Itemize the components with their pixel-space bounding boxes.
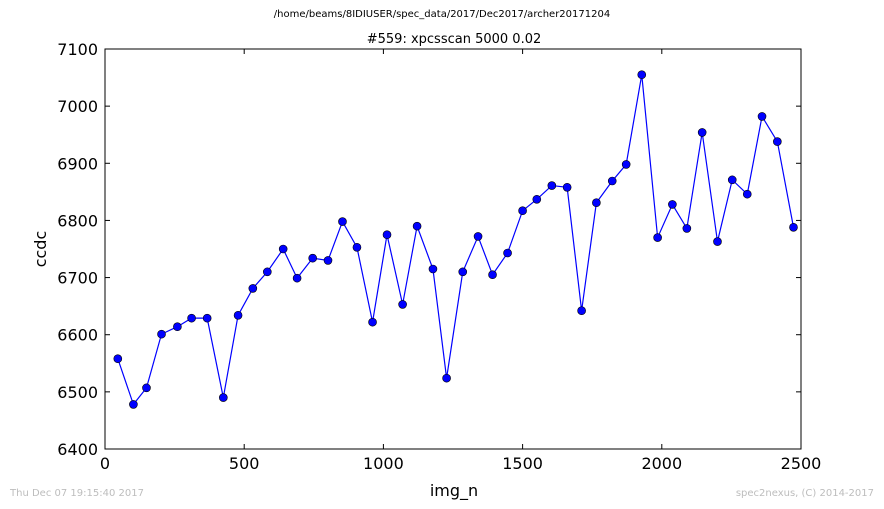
data-point bbox=[398, 300, 407, 309]
data-point bbox=[697, 128, 707, 137]
data-point bbox=[532, 194, 542, 204]
x-tick-label: 2500 bbox=[781, 454, 822, 473]
figure-suptitle: /home/beams/8IDIUSER/spec_data/2017/Dec2… bbox=[273, 9, 611, 20]
data-point bbox=[592, 198, 601, 208]
data-point bbox=[428, 264, 438, 274]
y-tick-label: 6900 bbox=[57, 154, 98, 173]
data-point bbox=[187, 313, 196, 323]
data-point bbox=[621, 160, 631, 169]
axes-frame bbox=[104, 48, 802, 450]
data-point bbox=[757, 112, 767, 121]
data-point bbox=[263, 267, 272, 277]
y-tick-label: 7000 bbox=[57, 97, 98, 116]
data-point bbox=[233, 310, 243, 320]
data-point bbox=[607, 176, 617, 186]
data-point bbox=[713, 237, 722, 246]
plot-area: 0 500 1000 1500 2000 2500 6400 6500 6600 6700 6800… bbox=[57, 40, 821, 473]
data-point bbox=[382, 230, 392, 240]
data-point bbox=[338, 217, 347, 226]
x-tick-label: 1500 bbox=[502, 454, 543, 473]
data-point bbox=[518, 206, 527, 216]
x-tick-label: 2000 bbox=[641, 454, 682, 473]
data-point bbox=[202, 313, 212, 323]
footer-credit: spec2nexus, (C) 2014-2017 bbox=[735, 488, 874, 499]
data-point bbox=[473, 232, 483, 241]
data-point bbox=[488, 270, 497, 280]
data-point bbox=[219, 393, 228, 402]
data-point bbox=[248, 284, 258, 293]
data-point bbox=[653, 233, 662, 242]
data-point bbox=[352, 242, 362, 252]
data-point bbox=[682, 224, 692, 233]
data-point bbox=[113, 354, 123, 364]
data-point bbox=[773, 137, 782, 146]
data-point bbox=[412, 221, 422, 231]
series-line bbox=[117, 74, 795, 406]
x-tick-label: 0 bbox=[100, 454, 110, 473]
data-point bbox=[503, 248, 512, 258]
data-point bbox=[368, 317, 377, 327]
data-point bbox=[142, 383, 151, 393]
data-point bbox=[637, 70, 647, 80]
x-tick-label: 1000 bbox=[363, 454, 404, 473]
data-point bbox=[742, 189, 752, 199]
x-tick-label: 500 bbox=[229, 454, 260, 473]
y-tick-label: 6400 bbox=[57, 440, 98, 459]
footer-timestamp: Thu Dec 07 19:15:40 2017 bbox=[10, 488, 144, 499]
data-point bbox=[458, 267, 468, 277]
data-point bbox=[323, 256, 333, 265]
y-tick-label: 6800 bbox=[57, 211, 98, 230]
data-point bbox=[173, 322, 182, 332]
data-point bbox=[577, 306, 586, 316]
y-tick-label: 7100 bbox=[57, 40, 98, 59]
data-point bbox=[308, 253, 317, 263]
y-tick-label: 6700 bbox=[57, 269, 98, 288]
data-point bbox=[129, 400, 138, 409]
data-point bbox=[727, 175, 737, 185]
data-point bbox=[562, 182, 572, 192]
y-tick-label: 6500 bbox=[57, 383, 98, 402]
chart-title: #559: xpcsscan 5000 0.02 bbox=[367, 32, 542, 47]
data-point bbox=[278, 244, 288, 254]
y-tick-label: 6600 bbox=[57, 326, 98, 345]
x-axis-label: img_n bbox=[430, 481, 478, 501]
data-point bbox=[668, 200, 677, 209]
data-point bbox=[442, 373, 451, 383]
data-point bbox=[292, 273, 302, 283]
data-point bbox=[789, 222, 798, 232]
data-point bbox=[157, 329, 166, 339]
y-axis-label: ccdc bbox=[31, 231, 50, 268]
data-point bbox=[547, 181, 557, 190]
